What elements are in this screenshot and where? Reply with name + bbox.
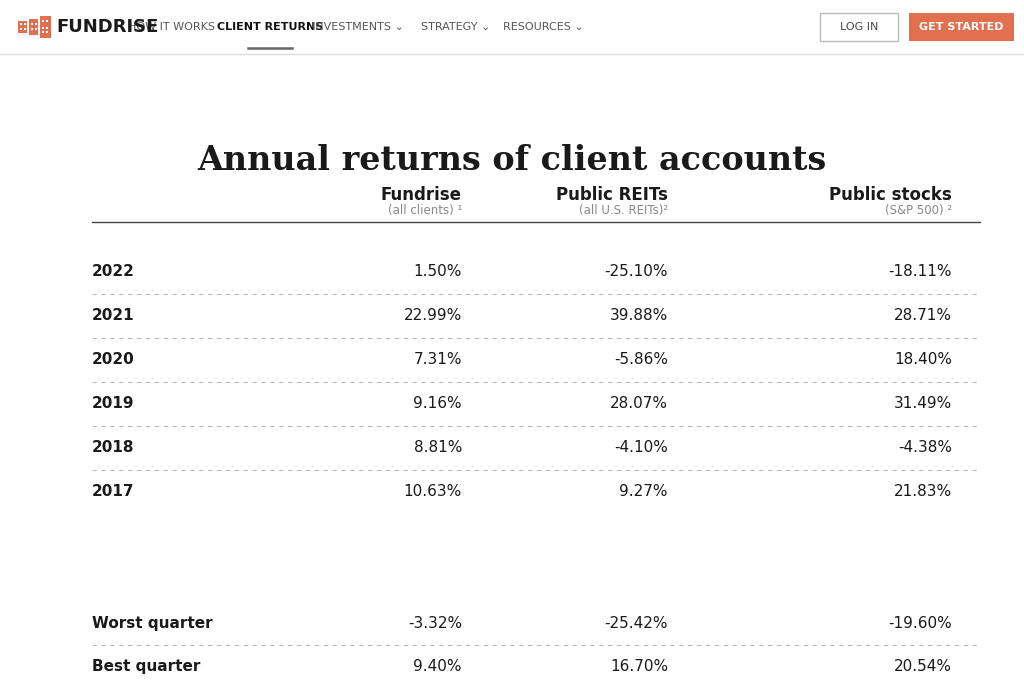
Bar bbox=[45, 27, 47, 29]
Text: LOG IN: LOG IN bbox=[840, 22, 879, 32]
Text: -4.10%: -4.10% bbox=[614, 441, 668, 456]
Text: 31.49%: 31.49% bbox=[894, 396, 952, 411]
Bar bbox=[35, 29, 37, 31]
Text: RESOURCES ⌄: RESOURCES ⌄ bbox=[503, 22, 584, 32]
Bar bbox=[18, 21, 27, 33]
Bar bbox=[40, 16, 51, 38]
Text: 1.50%: 1.50% bbox=[414, 265, 462, 279]
Text: Fundrise: Fundrise bbox=[381, 186, 462, 204]
Text: -25.10%: -25.10% bbox=[604, 265, 668, 279]
Text: 21.83%: 21.83% bbox=[894, 484, 952, 500]
Text: Best quarter: Best quarter bbox=[92, 659, 201, 674]
Bar bbox=[35, 22, 37, 24]
FancyBboxPatch shape bbox=[820, 13, 898, 41]
Bar bbox=[42, 20, 44, 22]
Bar bbox=[29, 19, 38, 35]
Bar bbox=[45, 20, 47, 22]
Text: 2017: 2017 bbox=[92, 484, 134, 500]
Bar bbox=[31, 29, 33, 31]
Text: 20.54%: 20.54% bbox=[894, 659, 952, 674]
Text: Annual returns of client accounts: Annual returns of client accounts bbox=[198, 144, 826, 177]
Bar bbox=[24, 28, 26, 30]
Text: GET STARTED: GET STARTED bbox=[920, 22, 1004, 32]
Bar bbox=[45, 31, 47, 33]
Text: -19.60%: -19.60% bbox=[888, 616, 952, 631]
Bar bbox=[20, 23, 22, 25]
Text: HOW IT WORKS: HOW IT WORKS bbox=[128, 22, 215, 32]
Bar bbox=[42, 31, 44, 33]
Text: 8.81%: 8.81% bbox=[414, 441, 462, 456]
Text: -18.11%: -18.11% bbox=[889, 265, 952, 279]
Text: 16.70%: 16.70% bbox=[610, 659, 668, 674]
Text: 28.07%: 28.07% bbox=[610, 396, 668, 411]
Text: (all clients) ¹: (all clients) ¹ bbox=[388, 204, 462, 217]
Text: 22.99%: 22.99% bbox=[403, 309, 462, 324]
Text: 2019: 2019 bbox=[92, 396, 134, 411]
Text: -4.38%: -4.38% bbox=[898, 441, 952, 456]
Text: -25.42%: -25.42% bbox=[604, 616, 668, 631]
FancyBboxPatch shape bbox=[909, 13, 1014, 41]
Text: INVESTMENTS ⌄: INVESTMENTS ⌄ bbox=[312, 22, 403, 32]
Text: 7.31%: 7.31% bbox=[414, 352, 462, 367]
Bar bbox=[31, 22, 33, 24]
Text: (all U.S. REITs)²: (all U.S. REITs)² bbox=[579, 204, 668, 217]
Bar bbox=[20, 28, 22, 30]
Text: Public stocks: Public stocks bbox=[829, 186, 952, 204]
Text: 9.16%: 9.16% bbox=[414, 396, 462, 411]
Text: 28.71%: 28.71% bbox=[894, 309, 952, 324]
Text: -3.32%: -3.32% bbox=[408, 616, 462, 631]
Text: 9.27%: 9.27% bbox=[620, 484, 668, 500]
Text: STRATEGY ⌄: STRATEGY ⌄ bbox=[421, 22, 490, 32]
Text: 2020: 2020 bbox=[92, 352, 135, 367]
Text: 18.40%: 18.40% bbox=[894, 352, 952, 367]
Text: 9.40%: 9.40% bbox=[414, 659, 462, 674]
Text: 39.88%: 39.88% bbox=[609, 309, 668, 324]
Text: 2018: 2018 bbox=[92, 441, 134, 456]
Text: -5.86%: -5.86% bbox=[614, 352, 668, 367]
Bar bbox=[0, 0, 1024, 54]
Text: 10.63%: 10.63% bbox=[403, 484, 462, 500]
Bar bbox=[42, 27, 44, 29]
Text: (S&P 500) ²: (S&P 500) ² bbox=[885, 204, 952, 217]
Text: 2022: 2022 bbox=[92, 265, 135, 279]
Bar bbox=[24, 23, 26, 25]
Text: FUNDRISE: FUNDRISE bbox=[56, 18, 159, 36]
Text: Worst quarter: Worst quarter bbox=[92, 616, 213, 631]
Text: Public REITs: Public REITs bbox=[556, 186, 668, 204]
Text: 2021: 2021 bbox=[92, 309, 134, 324]
Text: CLIENT RETURNS: CLIENT RETURNS bbox=[217, 22, 324, 32]
